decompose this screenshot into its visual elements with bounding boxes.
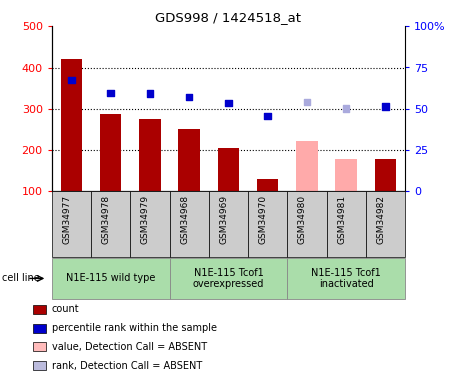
Text: cell line: cell line: [2, 273, 40, 284]
Bar: [366, 191, 405, 257]
Text: rank, Detection Call = ABSENT: rank, Detection Call = ABSENT: [52, 361, 202, 370]
Text: N1E-115 Tcof1
overexpressed: N1E-115 Tcof1 overexpressed: [193, 268, 264, 289]
Bar: [33, 342, 46, 351]
Bar: [335, 159, 357, 191]
Bar: [33, 305, 46, 314]
Bar: [33, 361, 46, 370]
Bar: [33, 324, 46, 333]
Title: GDS998 / 1424518_at: GDS998 / 1424518_at: [155, 11, 302, 24]
Bar: [327, 191, 366, 257]
Bar: [91, 191, 130, 257]
Bar: [52, 191, 91, 257]
Bar: [139, 118, 161, 191]
Text: N1E-115 wild type: N1E-115 wild type: [66, 273, 155, 284]
Bar: [374, 159, 396, 191]
Bar: [287, 258, 405, 299]
Text: GSM34970: GSM34970: [259, 195, 268, 244]
Text: GSM34978: GSM34978: [102, 195, 111, 244]
Text: GSM34980: GSM34980: [298, 195, 307, 244]
Point: [185, 94, 193, 100]
Bar: [52, 258, 170, 299]
Bar: [296, 141, 318, 191]
Text: value, Detection Call = ABSENT: value, Detection Call = ABSENT: [52, 342, 207, 352]
Text: GSM34979: GSM34979: [141, 195, 150, 244]
Text: GSM34982: GSM34982: [376, 195, 385, 243]
Text: GSM34981: GSM34981: [337, 195, 346, 244]
Text: N1E-115 Tcof1
inactivated: N1E-115 Tcof1 inactivated: [311, 268, 381, 289]
Point: [303, 99, 310, 105]
Text: percentile rank within the sample: percentile rank within the sample: [52, 323, 217, 333]
Bar: [61, 59, 82, 191]
Point: [382, 103, 389, 109]
Point: [146, 90, 153, 96]
Point: [264, 113, 271, 119]
Bar: [170, 258, 287, 299]
Bar: [218, 148, 239, 191]
Bar: [170, 191, 209, 257]
Point: [342, 106, 350, 112]
Bar: [100, 114, 122, 191]
Point: [107, 90, 114, 96]
Bar: [209, 191, 248, 257]
Text: GSM34969: GSM34969: [220, 195, 228, 244]
Bar: [248, 191, 287, 257]
Bar: [130, 191, 170, 257]
Point: [68, 77, 75, 83]
Text: GSM34977: GSM34977: [63, 195, 72, 244]
Point: [225, 100, 232, 106]
Text: GSM34968: GSM34968: [180, 195, 189, 244]
Bar: [178, 129, 200, 191]
Text: count: count: [52, 304, 79, 314]
Bar: [287, 191, 327, 257]
Bar: [257, 179, 279, 191]
